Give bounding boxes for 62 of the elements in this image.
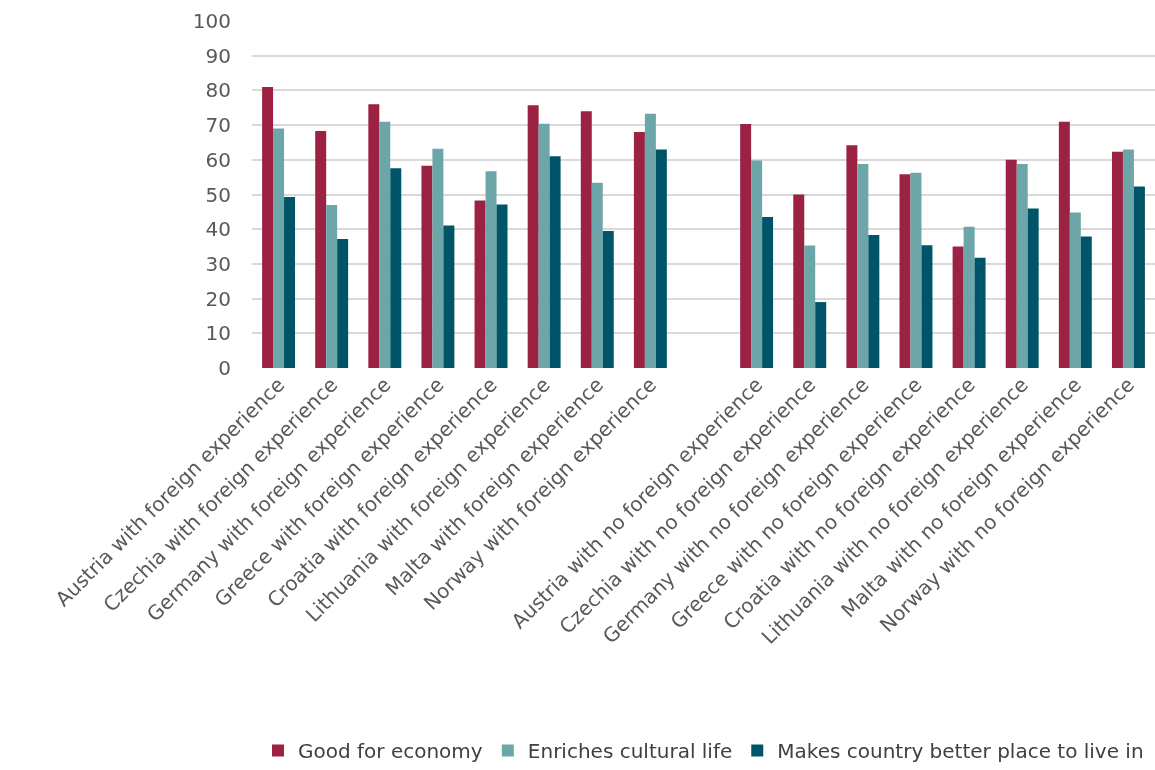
bar bbox=[580, 111, 592, 368]
bar bbox=[1111, 151, 1123, 368]
y-tick-label: 90 bbox=[205, 43, 231, 68]
bar bbox=[390, 168, 402, 368]
bar bbox=[443, 225, 455, 368]
y-tick-label: 0 bbox=[218, 356, 231, 380]
bar bbox=[326, 204, 338, 368]
bar bbox=[815, 302, 827, 368]
bar bbox=[527, 105, 539, 368]
bar bbox=[1005, 159, 1017, 368]
y-tick-label: 70 bbox=[205, 113, 231, 138]
y-tick-label: 80 bbox=[205, 78, 231, 103]
bar bbox=[262, 86, 274, 368]
legend-label: Makes country better place to live in bbox=[777, 739, 1144, 764]
bar bbox=[1058, 121, 1070, 368]
bar bbox=[549, 156, 561, 368]
bar bbox=[857, 163, 869, 368]
y-tick-label: 20 bbox=[205, 286, 231, 311]
bar bbox=[793, 194, 805, 368]
bar bbox=[751, 160, 763, 368]
bar bbox=[273, 128, 285, 368]
bar bbox=[1133, 186, 1145, 368]
y-tick-label: 60 bbox=[205, 147, 231, 172]
bar bbox=[740, 124, 752, 368]
legend-label: Enriches cultural life bbox=[527, 739, 733, 764]
bar bbox=[899, 174, 911, 368]
bar bbox=[485, 171, 497, 368]
bar bbox=[846, 145, 858, 368]
bar bbox=[1080, 236, 1092, 368]
bar bbox=[974, 257, 986, 368]
bar bbox=[496, 204, 508, 368]
bar bbox=[315, 131, 327, 368]
bar bbox=[963, 226, 975, 368]
bar bbox=[1069, 212, 1081, 368]
bar bbox=[868, 235, 880, 368]
bar bbox=[952, 246, 964, 368]
y-tick-label: 10 bbox=[205, 321, 231, 346]
bar bbox=[602, 230, 614, 368]
y-tick-label: 100 bbox=[192, 9, 231, 33]
y-tick-label: 50 bbox=[205, 182, 231, 207]
bar bbox=[538, 123, 550, 368]
legend-label: Good for economy bbox=[298, 739, 483, 764]
bar bbox=[655, 149, 667, 368]
bar bbox=[368, 104, 380, 368]
bar bbox=[1122, 149, 1134, 368]
bar bbox=[633, 132, 645, 368]
bar bbox=[921, 245, 933, 368]
bar bbox=[1027, 208, 1039, 368]
bar bbox=[337, 238, 349, 368]
bar bbox=[474, 200, 486, 368]
bar bbox=[379, 121, 391, 368]
y-tick-label: 40 bbox=[205, 217, 231, 242]
bar bbox=[591, 182, 603, 368]
bar bbox=[644, 113, 656, 368]
bar bbox=[804, 245, 816, 368]
bar bbox=[910, 172, 922, 368]
bar bbox=[284, 196, 296, 368]
bar bbox=[1016, 163, 1028, 368]
bar bbox=[432, 148, 444, 368]
y-tick-label: 30 bbox=[205, 251, 231, 276]
bar bbox=[762, 217, 774, 368]
bar bbox=[421, 165, 433, 368]
